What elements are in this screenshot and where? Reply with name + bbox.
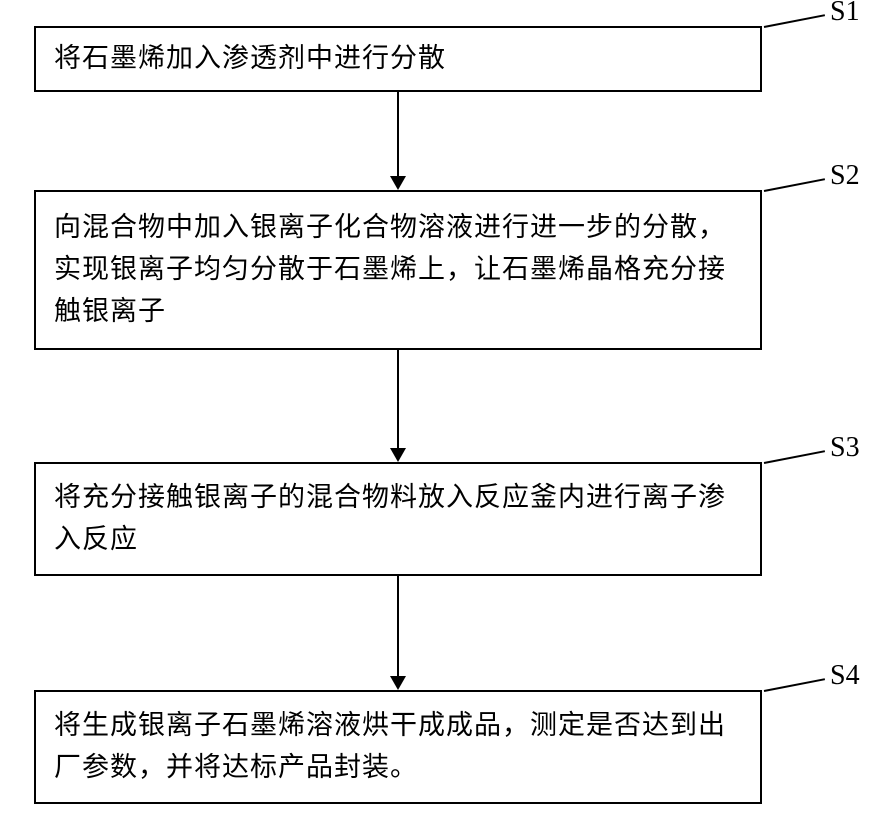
label-line-s4: [764, 678, 825, 692]
step-1-text: 将石墨烯加入渗透剂中进行分散: [54, 38, 446, 80]
label-line-s2: [764, 178, 825, 192]
label-line-s1: [764, 14, 825, 28]
arrow-3-head: [390, 676, 406, 690]
flowchart-step-2: 向混合物中加入银离子化合物溶液进行进一步的分散，实现银离子均匀分散于石墨烯上，让…: [34, 190, 762, 350]
arrow-2-head: [390, 448, 406, 462]
step-1-label: S1: [830, 0, 860, 28]
label-line-s3: [764, 450, 825, 464]
arrow-1-line: [397, 92, 399, 176]
arrow-3: [390, 576, 406, 690]
arrow-3-line: [397, 576, 399, 676]
step-4-text: 将生成银离子石墨烯溶液烘干成成品，测定是否达到出厂参数，并将达标产品封装。: [54, 705, 742, 789]
flowchart-step-3: 将充分接触银离子的混合物料放入反应釜内进行离子渗入反应: [34, 462, 762, 576]
arrow-2-line: [397, 350, 399, 448]
arrow-1-head: [390, 176, 406, 190]
step-3-text: 将充分接触银离子的混合物料放入反应釜内进行离子渗入反应: [54, 477, 742, 561]
arrow-1: [390, 92, 406, 190]
flowchart-step-4: 将生成银离子石墨烯溶液烘干成成品，测定是否达到出厂参数，并将达标产品封装。: [34, 690, 762, 804]
step-2-label: S2: [830, 160, 860, 192]
step-4-label: S4: [830, 660, 860, 692]
step-3-label: S3: [830, 432, 860, 464]
step-2-text: 向混合物中加入银离子化合物溶液进行进一步的分散，实现银离子均匀分散于石墨烯上，让…: [54, 207, 742, 333]
flowchart-step-1: 将石墨烯加入渗透剂中进行分散: [34, 26, 762, 92]
arrow-2: [390, 350, 406, 462]
